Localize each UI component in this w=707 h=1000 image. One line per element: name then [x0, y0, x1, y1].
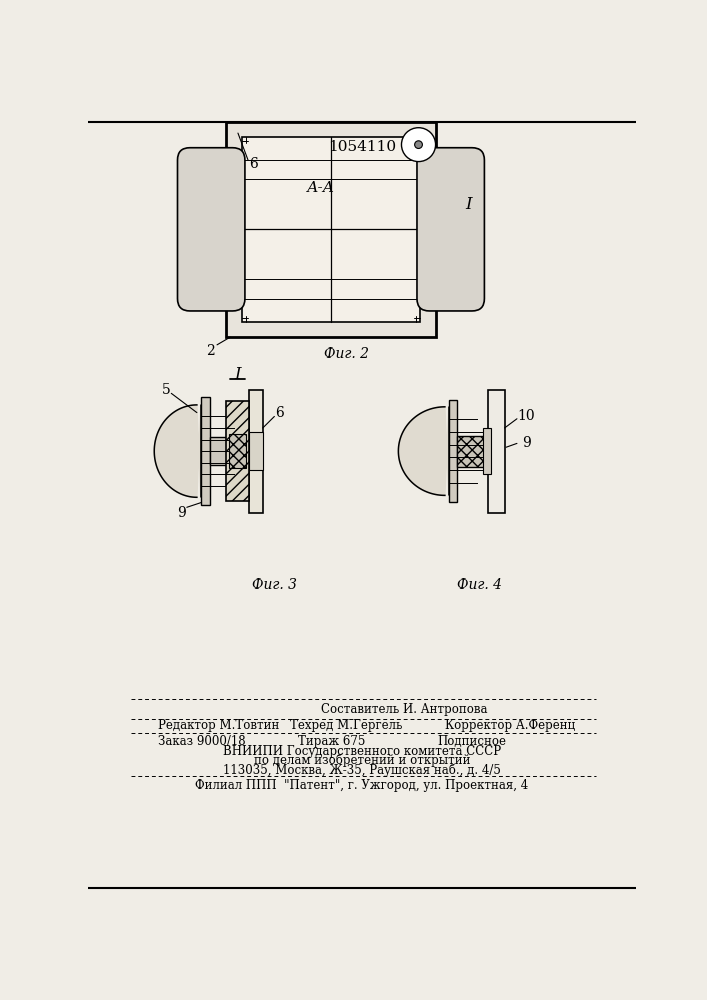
Text: по делам изобретений и открытий: по делам изобретений и открытий [254, 754, 470, 767]
Text: ВНИИПИ Государственного комитета СССР: ВНИИПИ Государственного комитета СССР [223, 745, 501, 758]
Text: Заказ 9000/18: Заказ 9000/18 [158, 735, 246, 748]
Text: Фиг. 2: Фиг. 2 [324, 347, 369, 361]
Text: I: I [234, 366, 240, 383]
Bar [483, 428, 491, 474]
Text: Техред М.Гергель: Техред М.Гергель [290, 719, 402, 732]
Circle shape [414, 141, 422, 148]
Bar [210, 437, 232, 465]
Text: Корректор А.Ференц: Корректор А.Ференц [445, 719, 575, 732]
Bar [488, 389, 505, 513]
Polygon shape [154, 405, 201, 497]
Bar [249, 389, 263, 513]
Text: Филиал ППП  "Патент", г. Ужгород, ул. Проектная, 4: Филиал ППП "Патент", г. Ужгород, ул. Про… [195, 779, 529, 792]
Text: Тираж 675: Тираж 675 [298, 735, 365, 748]
FancyBboxPatch shape [417, 148, 484, 311]
Polygon shape [398, 407, 449, 495]
Text: 10: 10 [518, 409, 535, 423]
Text: Редактор М.Товтин: Редактор М.Товтин [158, 719, 279, 732]
Bar [449, 400, 457, 502]
Text: 6: 6 [276, 406, 284, 420]
Text: 6: 6 [249, 157, 258, 171]
Bar [249, 432, 263, 470]
Bar [226, 122, 436, 337]
Text: 2: 2 [206, 344, 215, 358]
Bar [226, 401, 249, 501]
Text: А-А: А-А [307, 181, 335, 195]
Bar [457, 436, 488, 466]
Text: 9: 9 [177, 506, 186, 520]
Bar [228, 434, 246, 468]
FancyBboxPatch shape [177, 148, 245, 311]
Text: I: I [464, 196, 472, 213]
Text: 1054110: 1054110 [328, 140, 396, 154]
Text: Фиг. 4: Фиг. 4 [457, 578, 502, 592]
Text: 113035, Москва, Ж-35, Раушская наб., д. 4/5: 113035, Москва, Ж-35, Раушская наб., д. … [223, 763, 501, 777]
Bar [201, 397, 210, 505]
Text: Фиг. 3: Фиг. 3 [252, 578, 297, 592]
Text: 9: 9 [522, 436, 531, 450]
Text: Составитель И. Антропова: Составитель И. Антропова [321, 703, 487, 716]
Text: 5: 5 [161, 382, 170, 396]
Circle shape [402, 128, 436, 162]
Bar [242, 137, 420, 322]
Text: Подписное: Подписное [437, 735, 506, 748]
